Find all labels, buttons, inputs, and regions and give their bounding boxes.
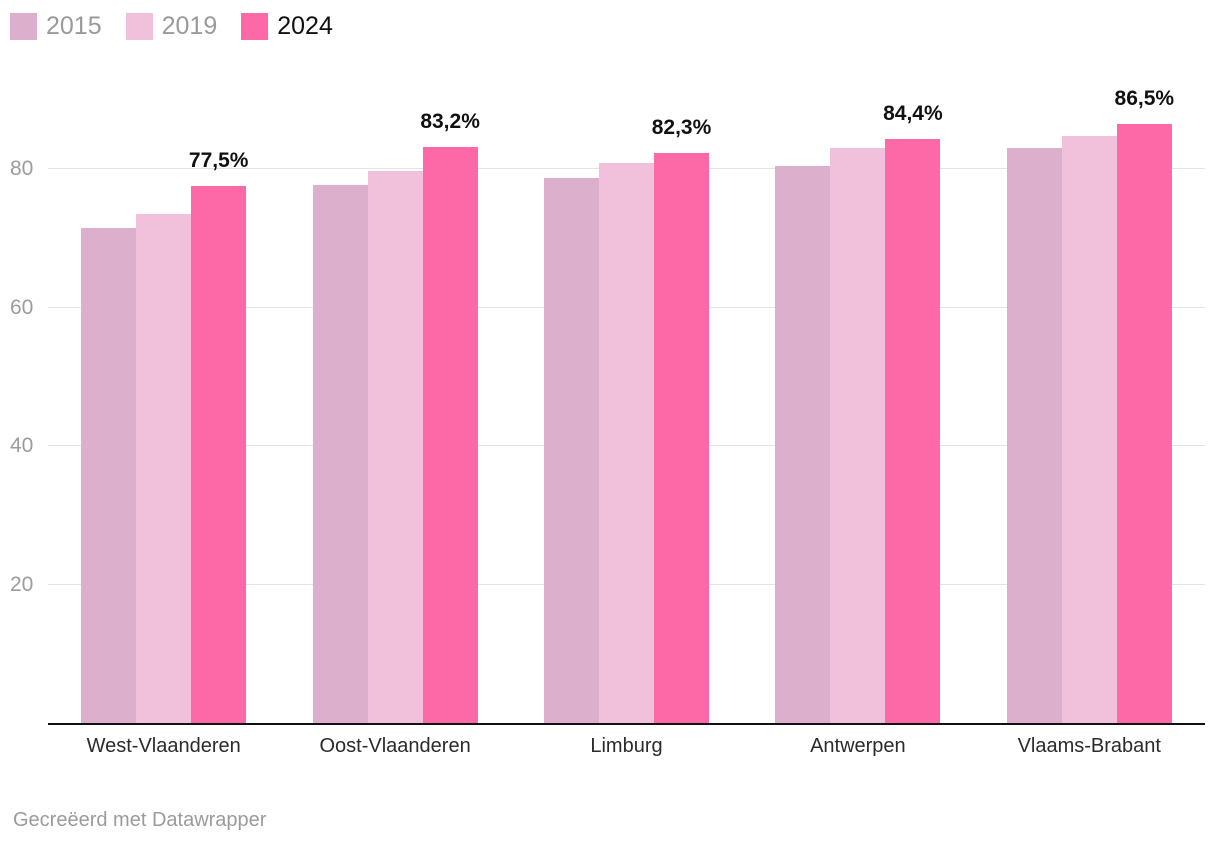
legend-label-2019: 2019: [161, 12, 218, 40]
bar-2024-Vlaams-Brabant: [1116, 124, 1172, 723]
legend-swatch-2015: [10, 13, 37, 40]
bar-2015-Oost-Vlaanderen: [312, 185, 368, 723]
x-axis-label-West-Vlaanderen: West-Vlaanderen: [86, 735, 241, 757]
legend: 2015 2019 2024: [10, 13, 333, 40]
y-axis-tick-label: 40: [10, 434, 34, 458]
bar-2015-Antwerpen: [775, 166, 831, 723]
legend-item-2019: 2019: [125, 12, 218, 40]
bar-2015-West-Vlaanderen: [81, 228, 137, 723]
legend-label-2024: 2024: [277, 12, 333, 40]
bar-2019-West-Vlaanderen: [136, 214, 192, 723]
y-axis-tick-label: 60: [10, 295, 34, 319]
value-label-Antwerpen: 84,4%: [883, 101, 943, 125]
legend-swatch-2019: [125, 13, 153, 40]
value-label-Limburg: 82,3%: [651, 116, 712, 140]
bar-2019-Limburg: [599, 162, 654, 723]
bar-2015-Vlaams-Brabant: [1006, 147, 1062, 723]
bar-2019-Antwerpen: [830, 148, 886, 723]
bar-2019-Vlaams-Brabant: [1061, 135, 1117, 723]
plot-area: 77,5% 83,2% 82,3% 84,4% 86,5%: [48, 66, 1205, 725]
x-axis-label-Limburg: Limburg: [590, 735, 663, 757]
footer-credit: Gecreëerd met Datawrapper: [13, 809, 267, 831]
legend-item-2015: 2015: [10, 13, 102, 40]
legend-label-2015: 2015: [46, 12, 102, 40]
value-label-West-Vlaanderen: 77,5%: [188, 149, 249, 173]
legend-swatch-2024: [241, 13, 269, 40]
bar-2024-Limburg: [654, 153, 709, 723]
bar-2024-Antwerpen: [885, 138, 941, 723]
x-axis-label-Antwerpen: Antwerpen: [810, 735, 906, 757]
x-axis-label-Oost-Vlaanderen: Oost-Vlaanderen: [319, 735, 471, 757]
bar-2015-Limburg: [544, 178, 599, 723]
bar-2024-Oost-Vlaanderen: [422, 147, 478, 723]
x-axis-label-Vlaams-Brabant: Vlaams-Brabant: [1017, 735, 1161, 757]
y-axis-tick-label: 80: [10, 157, 34, 181]
value-label-Oost-Vlaanderen: 83,2%: [420, 110, 480, 133]
y-axis-tick-label: 20: [10, 572, 34, 596]
legend-item-2024: 2024: [241, 13, 333, 40]
bar-2024-West-Vlaanderen: [191, 186, 247, 723]
value-label-Vlaams-Brabant: 86,5%: [1114, 87, 1175, 111]
x-axis-labels: West-Vlaanderen Oost-Vlaanderen Limburg Ant…: [48, 735, 1205, 765]
bar-2019-Oost-Vlaanderen: [367, 170, 423, 723]
